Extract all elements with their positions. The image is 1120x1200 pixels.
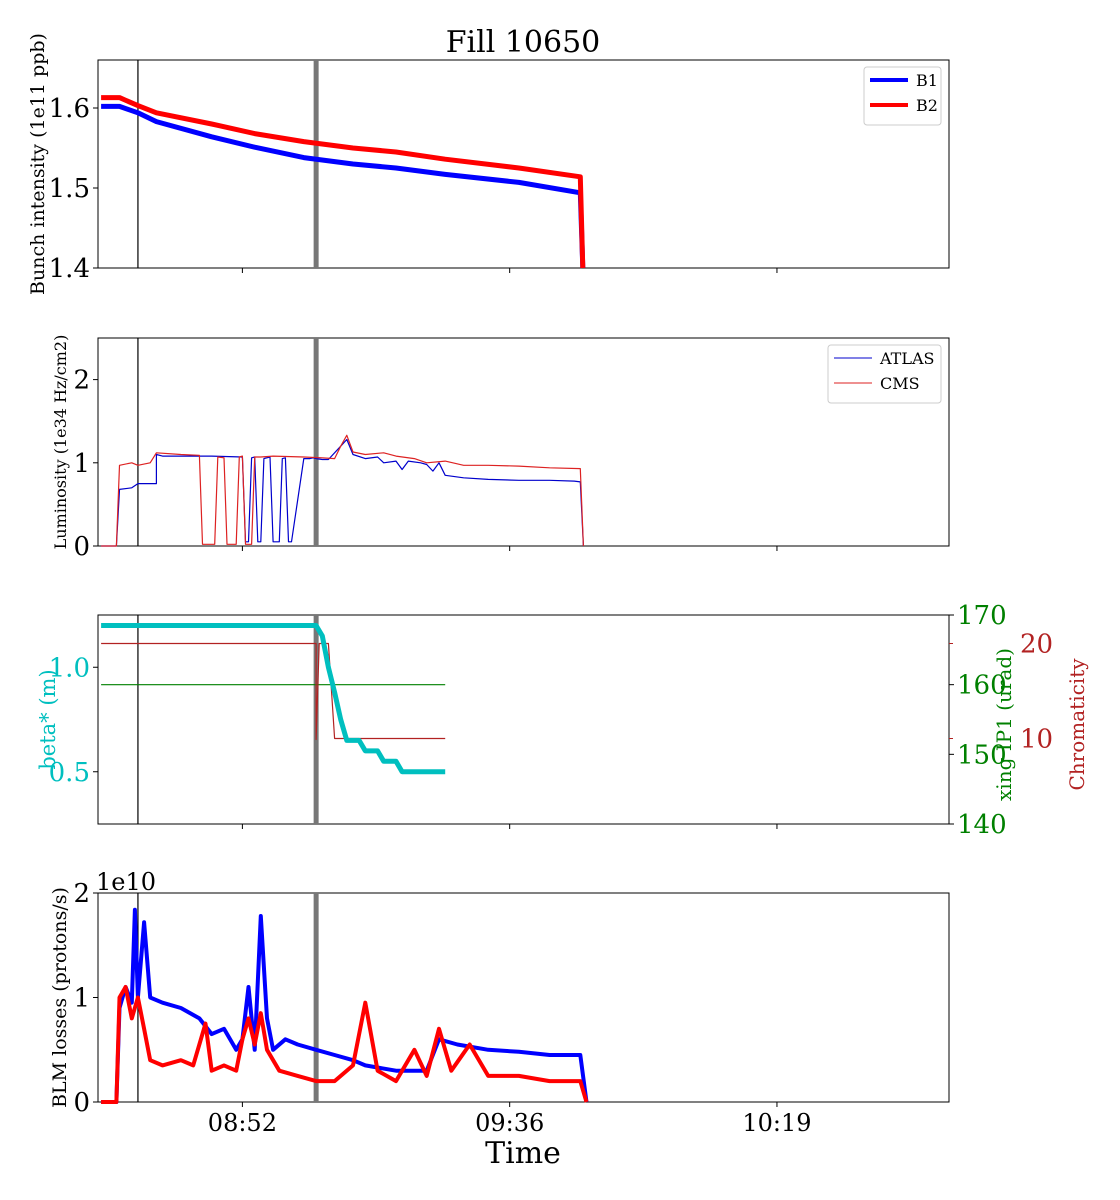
legend-box xyxy=(827,344,942,404)
x-tick-label-2: 09:36 xyxy=(475,1109,544,1137)
panel-4-frame xyxy=(97,892,950,1103)
y-tick-label-xing: 150 xyxy=(957,740,1007,770)
y-tick-label: 0 xyxy=(73,532,90,562)
y-tick-label: 2 xyxy=(73,366,90,396)
y-axis-label-chromaticity: Chromaticity xyxy=(1065,658,1089,791)
y-axis-label-xing: xing IP1 (urad) xyxy=(992,648,1016,801)
y-tick-label-chroma: 20 xyxy=(1020,630,1053,660)
x-tick-label-3: 10:19 xyxy=(742,1109,811,1137)
series-b2 xyxy=(101,95,586,269)
y-axis-label-luminosity: Luminosity (1e34 Hz/cm2) xyxy=(51,335,70,550)
series-chromaticity xyxy=(101,642,446,741)
y-tick-label: 1.0 xyxy=(49,653,90,683)
y-axis-label-blm: BLM losses (protons/s) xyxy=(49,887,71,1108)
y-tick-label: 1 xyxy=(73,449,90,479)
series-atlas xyxy=(101,438,584,547)
y-scale-label: 1e10 xyxy=(96,868,156,896)
y-axis-label-intensity: Bunch intensity (1e11 ppb) xyxy=(27,33,49,295)
y-tick-label-xing: 140 xyxy=(957,810,1007,840)
x-tick-label-1: 08:52 xyxy=(208,1109,277,1137)
series-beta xyxy=(101,623,446,775)
legend-label-b1: B1 xyxy=(916,71,938,90)
legend-label-atlas: ATLAS xyxy=(879,349,935,368)
y-axis-label-beta: beta* (m) xyxy=(36,669,60,769)
y-tick-label-xing: 160 xyxy=(957,671,1007,701)
panel-3-frame xyxy=(97,614,950,825)
figure-title: Fill 10650 xyxy=(446,25,601,60)
panel-1-frame xyxy=(97,59,950,269)
series-b1 xyxy=(101,103,586,269)
series-blm-b2 xyxy=(101,985,589,1104)
y-tick-label: 2 xyxy=(73,879,90,909)
y-tick-label-chroma: 10 xyxy=(1020,725,1053,755)
y-tick-label: 1.5 xyxy=(49,174,90,204)
y-tick-label: 0.5 xyxy=(49,758,90,788)
series-cms xyxy=(101,434,584,547)
y-tick-label: 0 xyxy=(73,1088,90,1118)
legend-label-b2: B2 xyxy=(916,96,938,115)
legend-label-cms: CMS xyxy=(880,374,920,393)
x-axis-label: Time xyxy=(485,1136,561,1171)
y-tick-label: 1.4 xyxy=(49,254,90,284)
panel-2-frame xyxy=(97,337,950,547)
y-tick-label: 1.6 xyxy=(49,94,90,124)
y-tick-label: 1 xyxy=(73,984,90,1014)
y-tick-label-xing: 170 xyxy=(957,601,1007,631)
